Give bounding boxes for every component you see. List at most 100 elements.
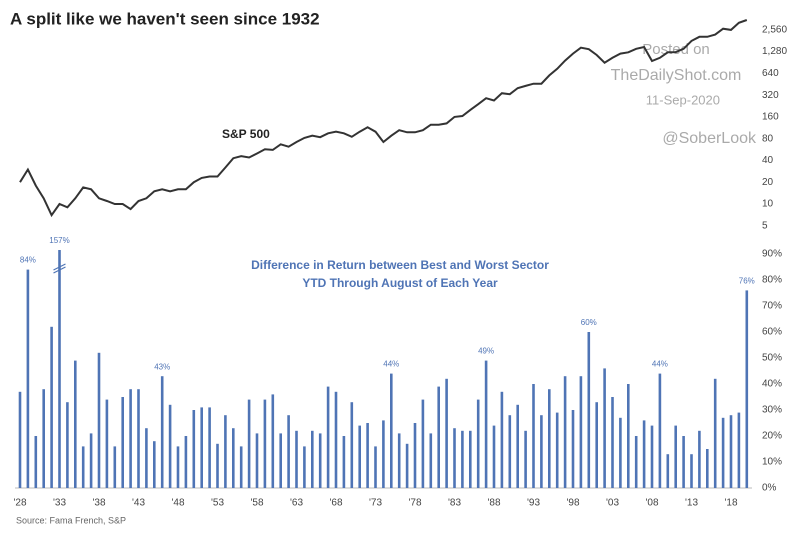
y-tick-label: 60%: [762, 327, 782, 338]
bar: [579, 376, 583, 488]
bar: [160, 376, 164, 488]
bar: [634, 436, 638, 488]
y-tick-label: 2,560: [762, 24, 787, 35]
bar: [563, 376, 567, 488]
bar: [682, 436, 685, 488]
bar: [500, 391, 504, 488]
bar: [405, 443, 409, 488]
value-label: 49%: [478, 347, 494, 356]
bar: [690, 454, 693, 488]
chart-title: A split like we haven't seen since 1932: [10, 9, 320, 28]
x-tick-label: '28: [13, 498, 26, 509]
x-tick-label: '43: [132, 498, 145, 509]
bar: [66, 402, 69, 488]
watermark: 11-Sep-2020: [646, 92, 720, 107]
bar: [239, 446, 243, 488]
bar: [81, 446, 85, 488]
series-label: S&P 500: [222, 127, 270, 141]
value-label: 84%: [20, 256, 36, 265]
bar: [540, 415, 543, 488]
watermark: TheDailyShot.com: [611, 67, 742, 84]
bar: [74, 360, 77, 488]
value-label: 44%: [383, 360, 399, 369]
bar: [58, 250, 61, 489]
bar: [745, 290, 749, 488]
x-tick-label: '18: [724, 498, 737, 509]
bar: [105, 399, 109, 488]
bar: [729, 415, 733, 488]
bar: [721, 417, 725, 488]
bar: [350, 402, 354, 488]
bar: [113, 446, 117, 488]
bar: [674, 425, 677, 488]
bars: [18, 250, 749, 489]
x-tick-label: '58: [250, 498, 263, 509]
y-tick-label: 30%: [762, 405, 782, 416]
value-label: 157%: [49, 236, 69, 245]
bar: [413, 423, 417, 488]
y-tick-label: 70%: [762, 301, 782, 312]
bar-title: Difference in Return between Best and Wo…: [251, 258, 549, 272]
bar: [437, 386, 440, 488]
bar: [453, 428, 456, 488]
value-label: 44%: [652, 360, 668, 369]
bar: [658, 373, 662, 488]
bar: [208, 407, 211, 488]
bar: [706, 449, 709, 488]
bar: [516, 404, 519, 488]
source: Source: Fama French, S&P: [16, 515, 126, 525]
bar: [713, 378, 717, 488]
bar: [476, 399, 480, 488]
y-tick-label: 10%: [762, 457, 782, 468]
x-tick-label: '73: [369, 498, 382, 509]
x-tick-label: '13: [685, 498, 698, 509]
bar: [271, 394, 275, 488]
bar: [595, 402, 598, 488]
bar: [184, 436, 188, 488]
x-tick-label: '08: [645, 498, 658, 509]
bar: [34, 436, 38, 488]
value-label: 43%: [154, 362, 170, 371]
y-tick-label: 1,280: [762, 46, 787, 57]
bar: [279, 433, 282, 488]
bar: [129, 389, 132, 488]
y-tick-label: 40%: [762, 379, 782, 390]
bar: [469, 430, 472, 488]
bar: [153, 441, 156, 488]
bar: [642, 420, 646, 488]
bar-title: YTD Through August of Each Year: [302, 276, 498, 290]
x-tick-label: '93: [527, 498, 540, 509]
bar: [421, 399, 425, 488]
y-tick-label: 640: [762, 68, 779, 79]
bar: [484, 360, 488, 488]
bar: [603, 368, 606, 488]
bar: [619, 417, 622, 488]
y-tick-label: 20: [762, 177, 774, 188]
bar: [168, 404, 172, 488]
bar: [627, 384, 630, 488]
bar: [429, 433, 433, 488]
bar: [263, 399, 267, 488]
bar: [382, 420, 385, 488]
y-tick-label: 90%: [762, 249, 782, 260]
x-tick-label: '03: [606, 498, 619, 509]
x-tick-label: '98: [566, 498, 579, 509]
y-tick-label: 20%: [762, 431, 782, 442]
bar: [611, 397, 614, 488]
bar: [50, 326, 53, 488]
bar: [461, 430, 464, 488]
bar: [532, 384, 535, 488]
bar: [26, 269, 30, 488]
y-tick-label: 40: [762, 155, 774, 166]
x-tick-label: '63: [290, 498, 303, 509]
y-tick-label: 50%: [762, 353, 782, 364]
bar: [224, 415, 227, 488]
watermark: Posted on: [642, 41, 710, 58]
bar: [548, 389, 551, 488]
bar: [311, 430, 314, 488]
value-label: 76%: [739, 277, 755, 286]
watermark: @SoberLook: [662, 130, 757, 147]
bar: [374, 446, 377, 488]
bar: [334, 391, 338, 488]
bar: [524, 430, 527, 488]
